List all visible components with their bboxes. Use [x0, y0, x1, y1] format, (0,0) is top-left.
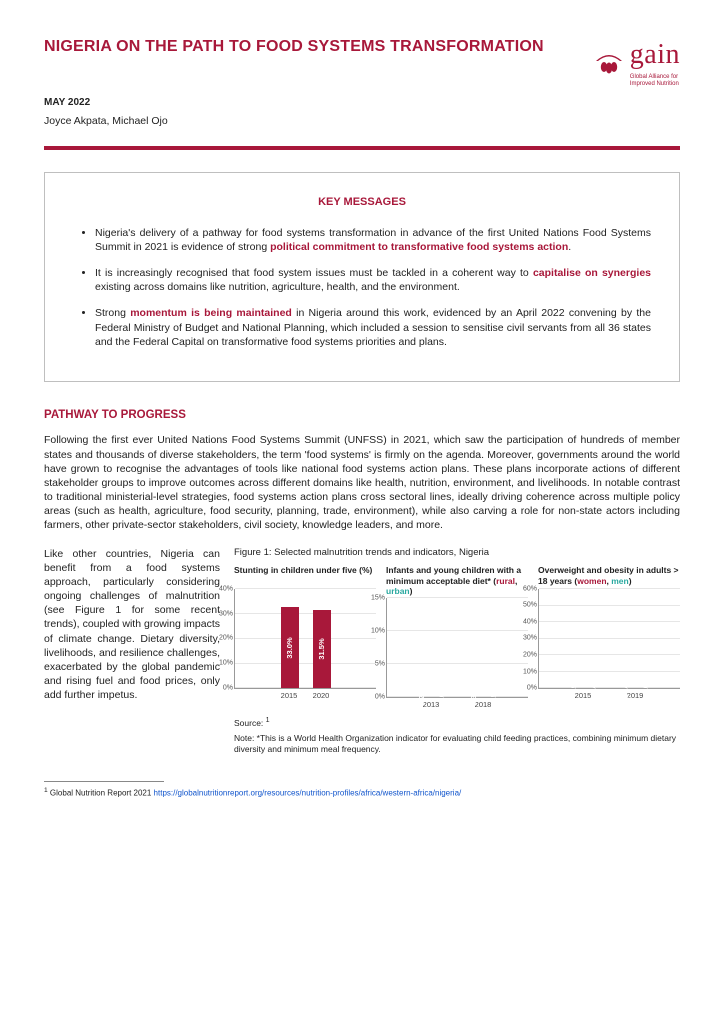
- key-messages-box: KEY MESSAGES Nigeria's delivery of a pat…: [44, 172, 680, 382]
- bar: 33.0%: [281, 607, 299, 689]
- ct-text: ,: [515, 576, 517, 586]
- figure-note: Note: *This is a World Health Organizati…: [234, 733, 680, 754]
- bar-value-label: 8.3%: [468, 688, 478, 705]
- y-tick: 20%: [519, 651, 537, 660]
- figure-1: Figure 1: Selected malnutrition trends a…: [234, 547, 680, 755]
- chart-plot-area: 0%10%20%30%40%50%60%47.9%23.4%54.4%29.6%: [538, 589, 680, 689]
- bar-value-label: 13.6%: [436, 686, 446, 707]
- y-tick: 0%: [367, 692, 385, 701]
- bar-value-label: 47.9%: [568, 678, 578, 699]
- x-axis-labels: 20152019: [538, 691, 680, 701]
- y-tick: 10%: [367, 626, 385, 635]
- page-title: NIGERIA ON THE PATH TO FOOD SYSTEMS TRAN…: [44, 36, 574, 58]
- y-tick: 0%: [519, 684, 537, 693]
- km-highlight: political commitment to transformative f…: [270, 241, 568, 253]
- bar-value-label: 31.5%: [316, 639, 326, 660]
- header: NIGERIA ON THE PATH TO FOOD SYSTEMS TRAN…: [44, 36, 680, 88]
- chart-title: Overweight and obesity in adults > 18 ye…: [538, 565, 680, 587]
- ct-text: ): [410, 586, 413, 596]
- x-axis-labels: 2015 2020: [234, 691, 376, 701]
- km-highlight: capitalise on synergies: [533, 267, 651, 279]
- bar: 31.5%: [313, 610, 331, 688]
- figure-source: Source: 1: [234, 716, 680, 729]
- footnote-text: Global Nutrition Report 2021: [48, 788, 154, 797]
- logo-word: gain: [630, 36, 680, 74]
- publication-date: MAY 2022: [44, 96, 680, 110]
- legend-men: men: [611, 576, 628, 586]
- km-highlight: momentum is being maintained: [130, 307, 292, 319]
- x-tick: 2015: [280, 691, 298, 701]
- left-text-column: Like other countries, Nigeria can benefi…: [44, 547, 220, 703]
- y-tick: 30%: [215, 609, 233, 618]
- figure-title: Figure 1: Selected malnutrition trends a…: [234, 547, 680, 560]
- logo-subtitle-1: Global Alliance for: [630, 74, 680, 81]
- chart-diet: Infants and young children with a minimu…: [386, 565, 528, 710]
- two-column-row: Like other countries, Nigeria can benefi…: [44, 547, 680, 755]
- y-tick: 0%: [215, 684, 233, 693]
- key-message-item: It is increasingly recognised that food …: [95, 266, 651, 294]
- footnote-rule: [44, 781, 164, 782]
- chart-title: Stunting in children under five (%): [234, 565, 376, 587]
- key-messages-heading: KEY MESSAGES: [73, 195, 651, 210]
- y-tick: 50%: [519, 601, 537, 610]
- km-text: existing across domains like nutrition, …: [95, 281, 460, 293]
- y-tick: 40%: [215, 585, 233, 594]
- bar-value-label: 54.4%: [620, 678, 630, 699]
- chart-stunting: Stunting in children under five (%) 0%10…: [234, 565, 376, 710]
- x-axis-labels: 20132018: [386, 700, 528, 710]
- km-text: Strong: [95, 307, 130, 319]
- legend-urban: urban: [386, 586, 410, 596]
- bar-value-label: 29.6%: [640, 678, 650, 699]
- x-tick: 2020: [312, 691, 330, 701]
- gain-logo: gain Global Alliance for Improved Nutrit…: [594, 36, 680, 88]
- y-tick: 5%: [367, 659, 385, 668]
- chart-plot-area: 0%10%20%30%40%33.0%31.5%: [234, 589, 376, 689]
- bar-value-label: 33.0%: [284, 637, 294, 658]
- chart-plot-area: 0%5%10%15%8.2%13.6%8.3%13.5%: [386, 598, 528, 698]
- footnote-link[interactable]: https://globalnutritionreport.org/resour…: [154, 788, 462, 797]
- charts-row: Stunting in children under five (%) 0%10…: [234, 565, 680, 710]
- bar-value-label: 13.5%: [488, 686, 498, 707]
- key-message-item: Nigeria's delivery of a pathway for food…: [95, 226, 651, 254]
- legend-rural: rural: [496, 576, 515, 586]
- logo-text: gain Global Alliance for Improved Nutrit…: [630, 36, 680, 88]
- km-text: .: [568, 241, 571, 253]
- key-message-item: Strong momentum is being maintained in N…: [95, 306, 651, 349]
- body-paragraph: Following the first ever United Nations …: [44, 433, 680, 532]
- km-text: It is increasingly recognised that food …: [95, 267, 533, 279]
- y-tick: 15%: [367, 593, 385, 602]
- source-label: Source:: [234, 718, 266, 728]
- y-tick: 40%: [519, 618, 537, 627]
- key-messages-list: Nigeria's delivery of a pathway for food…: [73, 226, 651, 349]
- y-tick: 10%: [519, 667, 537, 676]
- section-heading-pathway: PATHWAY TO PROGRESS: [44, 408, 680, 424]
- y-tick: 30%: [519, 634, 537, 643]
- authors: Joyce Akpata, Michael Ojo: [44, 114, 680, 128]
- ct-text: ): [629, 576, 632, 586]
- source-ref: 1: [266, 716, 270, 724]
- bar-value-label: 23.4%: [588, 678, 598, 699]
- y-tick: 60%: [519, 585, 537, 594]
- y-tick: 10%: [215, 659, 233, 668]
- chart-overweight: Overweight and obesity in adults > 18 ye…: [538, 565, 680, 710]
- y-tick: 20%: [215, 634, 233, 643]
- chart-title: Infants and young children with a minimu…: [386, 565, 528, 596]
- title-block: NIGERIA ON THE PATH TO FOOD SYSTEMS TRAN…: [44, 36, 594, 58]
- divider-thick: [44, 146, 680, 150]
- bar-value-label: 8.2%: [416, 688, 426, 705]
- footnote: 1 Global Nutrition Report 2021 https://g…: [44, 786, 680, 799]
- logo-icon: [594, 47, 624, 77]
- logo-subtitle-2: Improved Nutrition: [630, 81, 680, 88]
- legend-women: women: [577, 576, 606, 586]
